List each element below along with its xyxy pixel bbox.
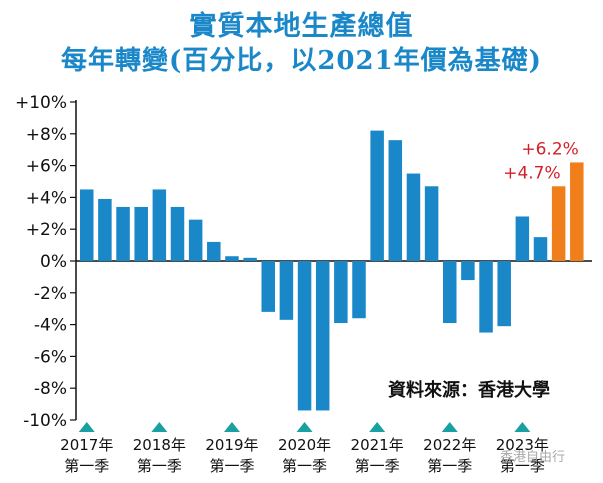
chart-title: 實質本地生產總值 [189, 11, 414, 42]
bar [170, 206, 185, 261]
watermark: 香港自由行 [500, 450, 566, 465]
x-quarter-label: 第一季 [209, 457, 254, 475]
bar [443, 261, 457, 324]
y-tick-label: +6% [26, 157, 67, 177]
y-tick-label: 0% [40, 252, 67, 272]
y-tick-label: +10% [15, 93, 67, 113]
x-quarter-label: 第一季 [500, 457, 545, 475]
bar [479, 261, 493, 333]
bars [80, 130, 584, 411]
y-tick-label: +4% [26, 188, 67, 208]
x-quarter-label: 第一季 [355, 457, 400, 475]
y-tick-label: +8% [26, 125, 67, 145]
y-tick-label: -4% [34, 316, 67, 336]
bar [80, 189, 94, 261]
y-axis-ticks: +10% +8% +6% +4% +2% 0% -2% -4% -6% -8% -10% [15, 93, 592, 431]
bar [243, 257, 257, 261]
source-note: 資料來源：香港大學 [388, 380, 550, 401]
x-quarter-label: 第一季 [427, 457, 472, 475]
y-tick-label: -10% [23, 411, 67, 431]
x-quarter-label: 第一季 [137, 457, 182, 475]
y-tick-label: -8% [34, 379, 67, 399]
data-labels: +4.7% +6.2% [503, 139, 579, 183]
bar [279, 261, 294, 320]
bar [352, 261, 366, 319]
bar [370, 130, 384, 261]
bar [134, 206, 148, 261]
bar [533, 237, 548, 261]
bar [152, 189, 167, 261]
bar [261, 261, 275, 312]
bar [570, 162, 584, 261]
x-year-label: 2023年 [496, 436, 549, 454]
chart-subtitle: 每年轉變(百分比，以2021年價為基礎) [61, 46, 542, 76]
year-marker [441, 422, 458, 432]
x-year-label: 2019年 [205, 436, 258, 454]
year-marker [514, 422, 531, 432]
x-year-label: 2018年 [133, 436, 186, 454]
bar [315, 261, 330, 411]
bar [188, 219, 203, 261]
x-quarter-label: 第一季 [64, 457, 109, 475]
bar [551, 186, 566, 261]
year-marker [151, 422, 168, 432]
y-tick-label: -6% [34, 347, 67, 367]
bar [207, 241, 221, 261]
data-label: +6.2% [521, 139, 578, 159]
bar [424, 186, 439, 261]
bar [388, 140, 403, 261]
year-marker [369, 422, 386, 432]
x-quarter-label: 第一季 [282, 457, 327, 475]
y-tick-label: -2% [34, 284, 67, 304]
bar [461, 261, 475, 281]
x-year-label: 2022年 [423, 436, 476, 454]
bar [225, 256, 239, 261]
bar [334, 261, 348, 324]
bar [497, 261, 511, 327]
year-marker [223, 422, 240, 432]
data-label: +4.7% [503, 163, 560, 183]
bar [297, 261, 312, 411]
bar [116, 206, 130, 261]
x-year-label: 2020年 [278, 436, 331, 454]
bar [515, 216, 530, 261]
bar [406, 173, 421, 261]
x-year-label: 2021年 [351, 436, 404, 454]
year-marker [296, 422, 313, 432]
bar [98, 198, 112, 261]
x-year-label: 2017年 [60, 436, 113, 454]
year-marker [78, 422, 95, 432]
y-tick-label: +2% [26, 220, 67, 240]
